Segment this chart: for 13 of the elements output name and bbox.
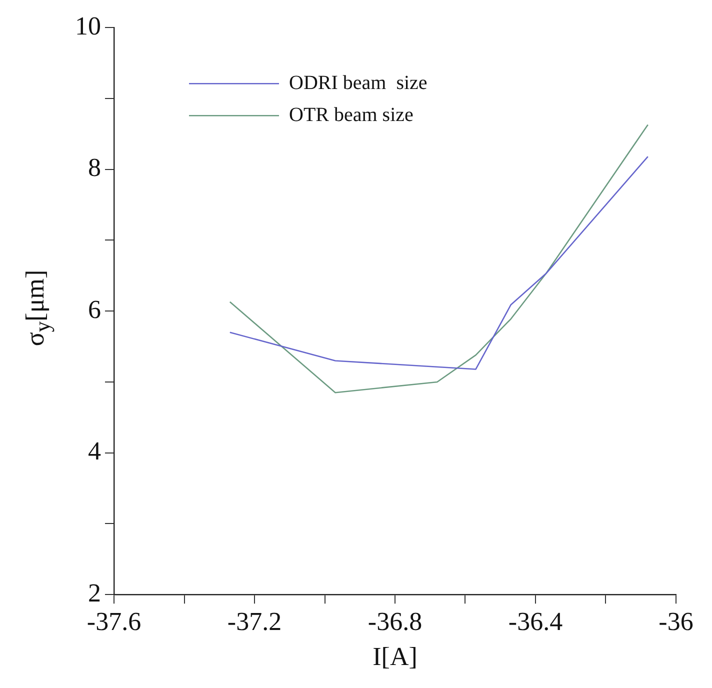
y-tick-label: 2 bbox=[88, 578, 101, 608]
x-tick-label: -37.2 bbox=[227, 607, 282, 636]
x-tick-label: -36 bbox=[658, 607, 694, 636]
x-tick-label: -37.6 bbox=[86, 607, 142, 636]
y-tick-label: 6 bbox=[88, 294, 101, 324]
y-tick-label: 10 bbox=[75, 11, 101, 40]
legend-label: OTR beam size bbox=[289, 104, 414, 126]
x-tick-label: -36.8 bbox=[368, 607, 422, 636]
x-axis-title: I[A] bbox=[372, 642, 418, 672]
y-tick-label: 4 bbox=[88, 436, 101, 466]
y-tick-label: 8 bbox=[88, 153, 101, 182]
x-tick-label: -36.4 bbox=[508, 607, 563, 636]
legend-label: ODRI beam size bbox=[289, 72, 428, 94]
